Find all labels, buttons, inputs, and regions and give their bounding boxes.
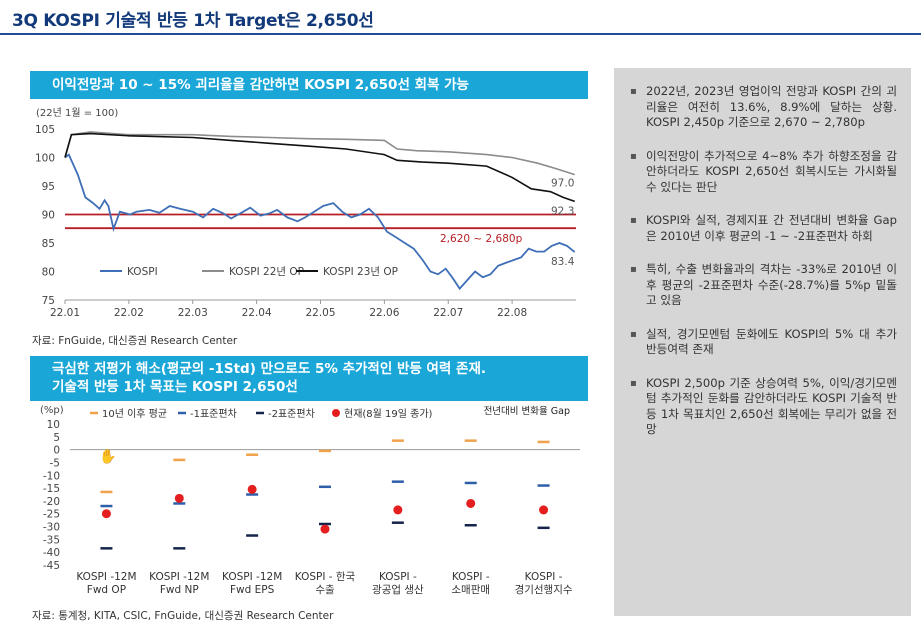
chart1-x-tick: 22.03 (178, 307, 208, 316)
chart1-series-line (64, 131, 575, 176)
chart2-y-tick: -5 (50, 457, 60, 469)
chart2-legend-label: -2표준편차 (268, 408, 315, 420)
chart2-banner: 극심한 저평가 해소(평균의 -1Std) 만으로도 5% 추가적인 반등 여력… (30, 356, 588, 401)
chart2-current-point (174, 493, 184, 503)
chart1-series-line (64, 132, 575, 203)
chart1-x-tick: 22.07 (433, 307, 463, 316)
page-title: 3Q KOSPI 기술적 반등 1차 Target은 2,650선 (12, 11, 374, 31)
chart2-x-tick: KOSPI - 한국 (295, 571, 356, 583)
chart2-x-tick: KOSPI - (452, 571, 490, 583)
pointer-cursor-icon: ✋ (99, 449, 117, 465)
chart2-current-point (539, 505, 549, 515)
chart2-y-tick: 5 (53, 432, 60, 444)
chart1-end-label: 97.0 (551, 178, 574, 190)
chart1-end-label: 92.3 (551, 205, 574, 217)
chart1-annotation: 2,620 ~ 2,680p (440, 233, 523, 245)
chart1-x-tick: 22.06 (369, 307, 399, 316)
chart1-legend-label: KOSPI 23년 OP (323, 266, 398, 278)
chart1-y-tick: 95 (42, 181, 55, 193)
chart1-x-tick: 22.08 (497, 307, 527, 316)
chart2-y-tick: -40 (43, 547, 60, 559)
chart2-x-tick: KOSPI -12M (76, 571, 136, 583)
chart2-x-tick: KOSPI - (379, 571, 417, 583)
chart2-legend-swatch (332, 409, 340, 417)
summary-bullet: 실적, 경기모멘텀 둔화에도 KOSPI의 5% 대 추가 반등여력 존재 (630, 327, 897, 358)
chart1-y-tick: 100 (35, 153, 55, 165)
summary-bullet: KOSPI 2,500p 기준 상승여력 5%, 이익/경기모멘텀 추가적인 둔… (630, 376, 897, 438)
chart1-y-tick: 105 (35, 124, 55, 136)
summary-bullets: 2022년, 2023년 영업이익 전망과 KOSPI 간의 괴리율은 여전히 … (614, 68, 911, 438)
chart1-banner: 이익전망과 10 ~ 15% 괴리율을 감안하면 KOSPI 2,650선 회복… (30, 71, 588, 99)
chart2-y-tick: -25 (43, 509, 60, 521)
chart2-x-tick: KOSPI -12M (149, 571, 209, 583)
chart1-x-tick: 22.01 (50, 307, 80, 316)
chart2-y-tick: 0 (53, 445, 60, 457)
chart2-x-tick: Fwd NP (160, 584, 199, 596)
chart2-y-tick: 10 (47, 419, 60, 431)
chart2-current-point (393, 505, 403, 515)
summary-bullet: 2022년, 2023년 영업이익 전망과 KOSPI 간의 괴리율은 여전히 … (630, 84, 897, 131)
chart2-x-tick: 소매판매 (451, 584, 490, 596)
title-rule (0, 33, 921, 35)
chart2-ylabel: (%p) (40, 405, 64, 416)
chart1-y-tick: 90 (42, 210, 55, 222)
chart1-end-label: 83.4 (551, 256, 575, 268)
chart2-x-tick: Fwd EPS (230, 584, 275, 596)
chart1-series-line (64, 153, 576, 291)
chart1-legend-label: KOSPI (127, 266, 158, 278)
summary-bullet: 이익전망이 추가적으로 4~8% 추가 하향조정을 감안하더라도 KOSPI 2… (630, 149, 897, 196)
chart1-source: 자료: FnGuide, 대신증권 Research Center (32, 335, 238, 347)
chart2-current-point (320, 524, 330, 534)
summary-panel: 2022년, 2023년 영업이익 전망과 KOSPI 간의 괴리율은 여전히 … (614, 68, 911, 616)
chart2-x-tick: KOSPI -12M (222, 571, 282, 583)
chart1-x-tick: 22.04 (242, 307, 272, 316)
chart2-y-tick: -15 (43, 483, 60, 495)
chart1-y-tick: 80 (42, 267, 55, 279)
chart2-legend-label: 현재(8월 19일 종가) (344, 408, 433, 420)
chart2-current-point (466, 498, 476, 508)
chart2-banner-line1: 극심한 저평가 해소(평균의 -1Std) 만으로도 5% 추가적인 반등 여력… (52, 361, 487, 377)
chart2-x-tick: 수출 (315, 584, 335, 596)
chart2-current-point (247, 484, 257, 494)
chart1-legend-label: KOSPI 22년 OP (229, 266, 304, 278)
chart2-x-tick: 경기선행지수 (515, 583, 573, 596)
chart2-legend-label: 10년 이후 평균 (102, 408, 167, 420)
chart1-y-tick: 75 (42, 295, 55, 307)
gap-scatter-chart: 10년 이후 평균 -1표준편차 -2표준편차 현재(8월 19일 종가) (%p) 전… (40, 405, 580, 596)
chart2-y-tick: -35 (43, 534, 60, 546)
chart1-x-tick: 22.05 (305, 307, 335, 316)
chart2-x-tick: 광공업 생산 (372, 583, 424, 596)
chart2-x-tick: Fwd OP (87, 584, 126, 596)
chart1-y-tick: 85 (42, 238, 55, 250)
summary-bullet: KOSPI와 실적, 경제지표 간 전년대비 변화율 Gap은 2010년 이후… (630, 213, 897, 244)
chart2-banner-line2: 기술적 반등 1차 목표는 KOSPI 2,650선 (52, 379, 298, 395)
chart2-y-tick: -45 (43, 560, 60, 572)
chart2-x-tick: KOSPI - (525, 571, 563, 583)
chart2-y-tick: -10 (43, 470, 60, 482)
chart1-x-tick: 22.02 (114, 307, 144, 316)
chart1-subtitle: (22년 1월 = 100) (36, 107, 118, 119)
chart2-y-tick: -20 (43, 496, 60, 508)
chart2-legend-label: -1표준편차 (190, 408, 237, 420)
summary-bullet: 특히, 수출 변화율과의 격차는 -33%로 2010년 이후 평균의 -2표준… (630, 262, 897, 309)
chart2-current-point (101, 509, 111, 519)
chart2-title: 전년대비 변화율 Gap (484, 406, 570, 417)
chart2-y-tick: -30 (43, 522, 60, 534)
